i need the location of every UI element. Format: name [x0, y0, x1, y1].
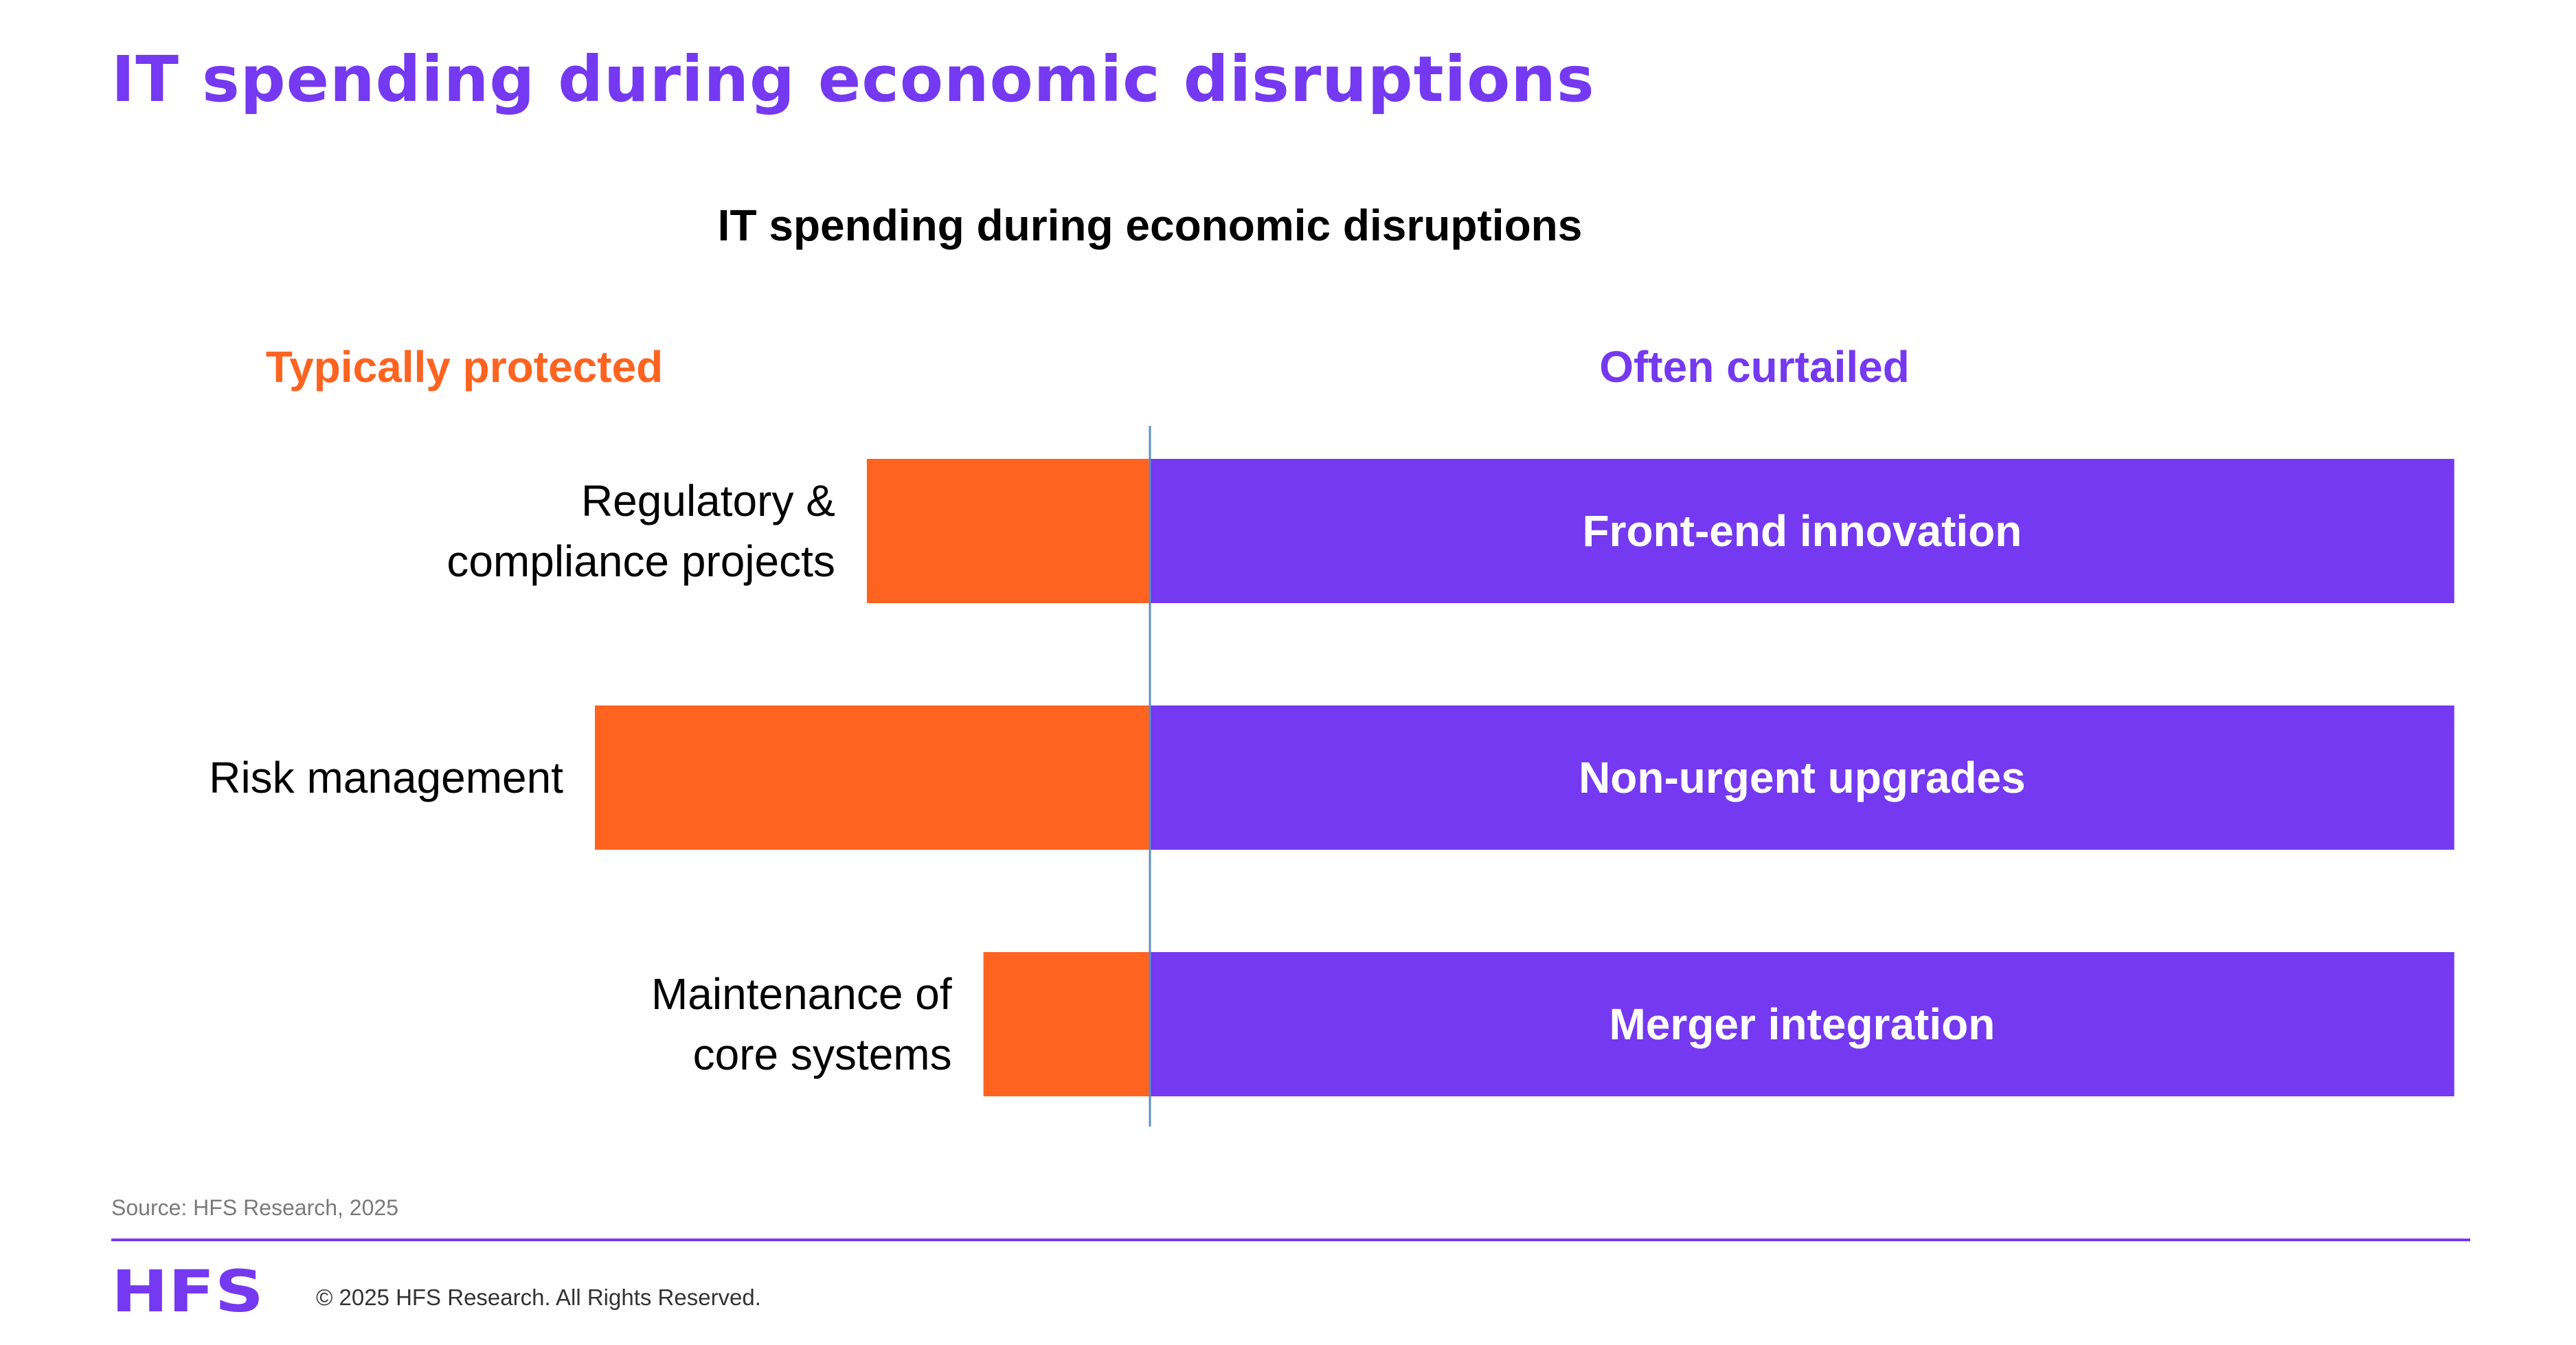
- footer-divider: [111, 1239, 2470, 1241]
- bar-protected: [595, 705, 1150, 850]
- hfs-logo: HFS: [111, 1266, 264, 1318]
- bar-label-curtailed: Front-end innovation: [1582, 506, 2022, 556]
- bar-protected: [983, 952, 1150, 1096]
- legend-typically-protected: Typically protected: [266, 342, 664, 392]
- bar-protected: [866, 459, 1150, 603]
- legend-often-curtailed: Often curtailed: [1599, 342, 1910, 392]
- category-label-protected: Risk management: [209, 753, 563, 802]
- bar-label-curtailed: Merger integration: [1609, 999, 1995, 1049]
- category-label-protected: compliance projects: [447, 536, 835, 586]
- source-note: Source: HFS Research, 2025: [111, 1195, 398, 1220]
- category-label-protected: Regulatory &: [581, 476, 835, 525]
- category-label-protected: Maintenance of: [651, 969, 952, 1019]
- category-label-protected: core systems: [693, 1030, 952, 1079]
- diverging-bar-chart: IT spending during economic disruptions T…: [209, 201, 2454, 1127]
- bar-curtailed: [1150, 952, 2454, 1096]
- hfs-logo-text: HFS: [111, 1266, 264, 1318]
- copyright-notice: © 2025 HFS Research. All Rights Reserved…: [316, 1285, 761, 1310]
- chart-title: IT spending during economic disruptions: [718, 201, 1583, 250]
- page-title: IT spending during economic disruptions: [111, 43, 1595, 116]
- bar-curtailed: [1150, 459, 2454, 603]
- bar-label-curtailed: Non-urgent upgrades: [1579, 753, 2026, 802]
- bar-curtailed: [1150, 705, 2454, 850]
